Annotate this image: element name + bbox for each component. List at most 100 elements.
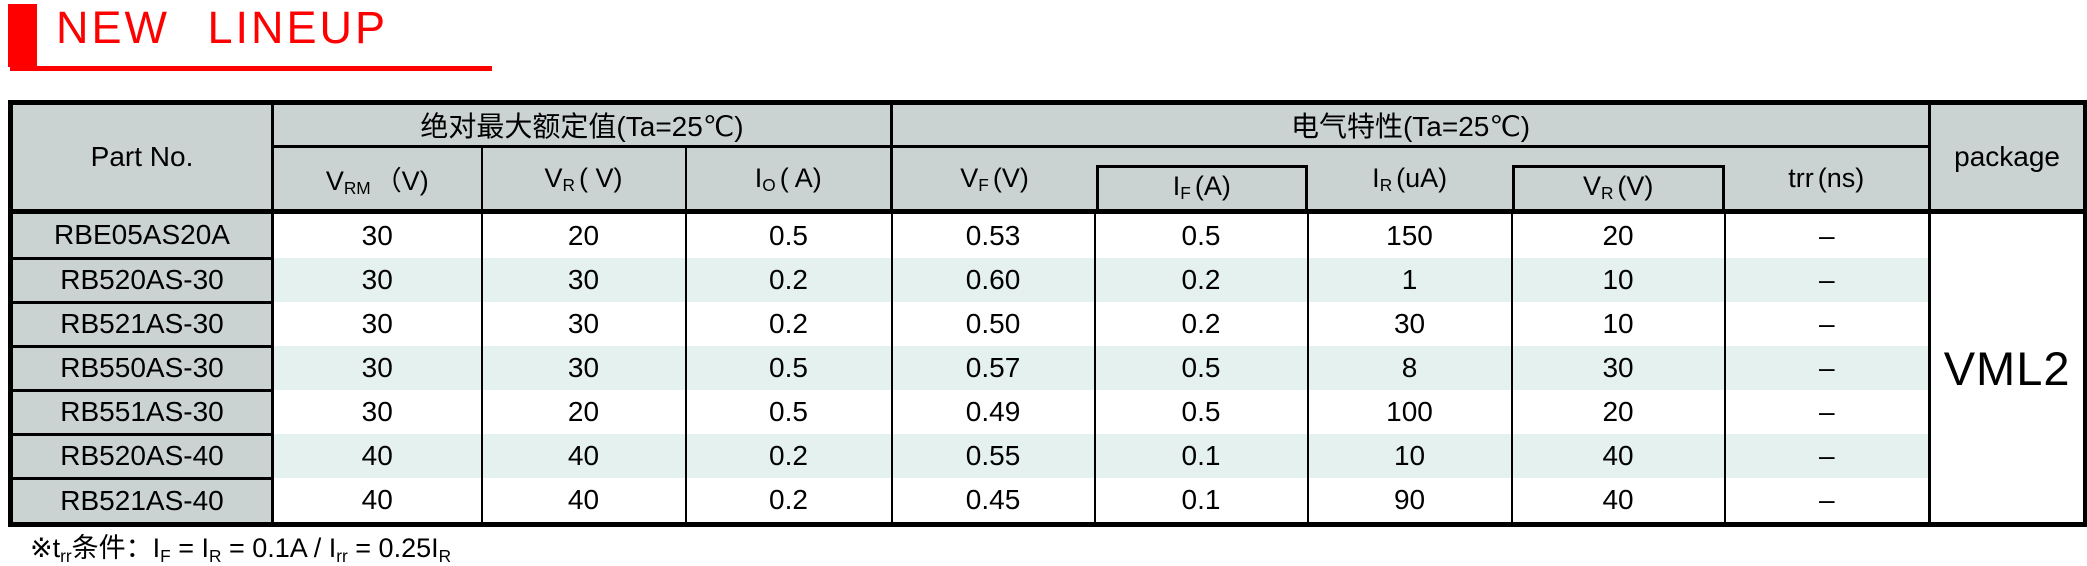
red-underline bbox=[10, 66, 492, 71]
value-cell-vr: 40 bbox=[480, 478, 686, 525]
value-cell-vf: 0.55 bbox=[890, 434, 1095, 478]
col-header-vrm: VRM （V) bbox=[272, 146, 482, 214]
value-cell-io: 0.2 bbox=[684, 258, 892, 302]
value-cell-vf: 0.45 bbox=[890, 478, 1095, 525]
symbol: V bbox=[960, 163, 979, 193]
value-cell-if: 0.1 bbox=[1093, 434, 1308, 478]
footnote-text: = 0.1A / I bbox=[221, 533, 337, 563]
part-no-cell: RBE05AS20A bbox=[10, 211, 274, 260]
symbol-subscript: F bbox=[1180, 183, 1191, 203]
package-header: package bbox=[1928, 102, 2086, 214]
new-lineup-banner: NEW LINEUP bbox=[0, 0, 900, 80]
red-accent-block bbox=[8, 4, 37, 67]
value-cell-trr: – bbox=[1723, 258, 1930, 302]
unit: ( V) bbox=[578, 163, 623, 193]
value-cell-trr: – bbox=[1723, 390, 1930, 434]
value-cell-trr: – bbox=[1723, 434, 1930, 478]
unit: (ns) bbox=[1817, 163, 1865, 193]
value-cell-ir: 30 bbox=[1306, 302, 1512, 346]
symbol: V bbox=[325, 166, 344, 196]
value-cell-vr2: 20 bbox=[1510, 211, 1725, 258]
value-cell-if: 0.5 bbox=[1093, 390, 1308, 434]
col-header-if-condition-box: IF (A) bbox=[1096, 165, 1308, 209]
value-cell-vf: 0.50 bbox=[890, 302, 1095, 346]
table-row: RB550AS-30 30 30 0.5 0.57 0.5 8 30– bbox=[10, 346, 2086, 392]
col-header-vr: VR( V) bbox=[480, 146, 686, 214]
symbol-subscript: F bbox=[978, 175, 989, 195]
part-no-header: Part No. bbox=[10, 102, 274, 214]
value-cell-ir: 8 bbox=[1306, 346, 1512, 390]
footnote-text: ※t bbox=[30, 533, 61, 563]
symbol: I bbox=[1172, 171, 1181, 201]
col-header-io: IO( A) bbox=[684, 146, 892, 214]
value-cell-vr: 30 bbox=[480, 258, 686, 302]
col-header-ir: IR (uA) bbox=[1308, 148, 1512, 209]
symbol: V bbox=[544, 163, 563, 193]
value-cell-vrm: 40 bbox=[271, 434, 482, 478]
symbol: I bbox=[754, 163, 763, 193]
part-no-cell: RB550AS-30 bbox=[10, 346, 274, 392]
value-cell-if: 0.1 bbox=[1093, 478, 1308, 525]
part-no-cell: RB551AS-30 bbox=[10, 390, 274, 436]
col-header-trr: trr (ns) bbox=[1724, 146, 1930, 214]
value-cell-vr: 40 bbox=[480, 434, 686, 478]
value-cell-if: 0.2 bbox=[1093, 258, 1308, 302]
value-cell-vf: 0.49 bbox=[890, 390, 1095, 434]
package-cell: VML2 bbox=[1928, 211, 2086, 525]
value-cell-if: 0.2 bbox=[1093, 302, 1308, 346]
unit: (V) bbox=[1617, 171, 1654, 201]
symbol-subscript: RM bbox=[343, 178, 371, 198]
value-cell-if: 0.5 bbox=[1093, 346, 1308, 390]
electrical-characteristics-header: 电气特性(Ta=25℃) bbox=[890, 102, 1930, 148]
value-cell-vrm: 30 bbox=[271, 302, 482, 346]
value-cell-vr: 20 bbox=[480, 390, 686, 434]
unit: ( A) bbox=[779, 163, 822, 193]
value-cell-vrm: 30 bbox=[271, 346, 482, 390]
value-cell-io: 0.2 bbox=[684, 434, 892, 478]
value-cell-io: 0.2 bbox=[684, 478, 892, 525]
value-cell-io: 0.5 bbox=[684, 390, 892, 434]
col-header-vr-condition-box: VR (V) bbox=[1511, 165, 1725, 209]
trr-condition-footnote: ※trr条件：IF = IR = 0.1A / Irr = 0.25IR bbox=[30, 526, 452, 566]
value-cell-vr2: 10 bbox=[1510, 302, 1725, 346]
symbol-subscript: R bbox=[1600, 183, 1614, 203]
value-cell-if: 0.5 bbox=[1093, 211, 1308, 258]
group-header-row: Part No. 绝对最大额定值(Ta=25℃) 电气特性(Ta=25℃) pa… bbox=[10, 102, 2086, 214]
value-cell-vr2: 30 bbox=[1510, 346, 1725, 390]
value-cell-vf: 0.53 bbox=[890, 211, 1095, 258]
part-no-cell: RB521AS-40 bbox=[10, 478, 274, 525]
value-cell-vrm: 30 bbox=[271, 258, 482, 302]
value-cell-trr: – bbox=[1723, 478, 1930, 525]
value-cell-vrm: 30 bbox=[271, 390, 482, 434]
value-cell-ir: 1 bbox=[1306, 258, 1512, 302]
footnote-subscript: rr bbox=[336, 546, 348, 566]
value-cell-vf: 0.60 bbox=[890, 258, 1095, 302]
table-row: RB551AS-30 30 20 0.5 0.49 0.5 100 20– bbox=[10, 390, 2086, 436]
footnote-subscript: R bbox=[438, 546, 452, 566]
value-cell-vr2: 20 bbox=[1510, 390, 1725, 434]
unit: (V) bbox=[992, 163, 1029, 193]
footnote-subscript: R bbox=[208, 546, 222, 566]
value-cell-vr: 30 bbox=[480, 346, 686, 390]
table-row: RB521AS-30 30 30 0.2 0.50 0.2 30 10– bbox=[10, 302, 2086, 348]
footnote-subscript: F bbox=[160, 546, 171, 566]
footnote-text: = 0.25I bbox=[347, 533, 439, 563]
table-row: RBE05AS20A 30 20 0.5 0.53 0.5 150 20– VML2 bbox=[10, 211, 2086, 525]
value-cell-io: 0.5 bbox=[684, 346, 892, 390]
unit: (uA) bbox=[1396, 163, 1448, 193]
value-cell-vrm: 30 bbox=[271, 211, 482, 258]
part-no-cell: RB521AS-30 bbox=[10, 302, 274, 348]
value-cell-vr2: 10 bbox=[1510, 258, 1725, 302]
table-header: Part No. 绝对最大额定值(Ta=25℃) 电气特性(Ta=25℃) pa… bbox=[10, 102, 2086, 214]
value-cell-vr: 30 bbox=[480, 302, 686, 346]
footnote-subscript: rr bbox=[60, 546, 72, 566]
value-cell-ir: 150 bbox=[1306, 211, 1512, 258]
value-cell-trr: – bbox=[1723, 302, 1930, 346]
col-header-vf: VF (V) bbox=[893, 148, 1096, 209]
footnote-text: 条件：I bbox=[71, 533, 161, 563]
value-cell-vf: 0.57 bbox=[890, 346, 1095, 390]
symbol: trr bbox=[1788, 163, 1814, 193]
value-cell-vrm: 40 bbox=[271, 478, 482, 525]
unit: (A) bbox=[1194, 171, 1231, 201]
value-cell-ir: 10 bbox=[1306, 434, 1512, 478]
